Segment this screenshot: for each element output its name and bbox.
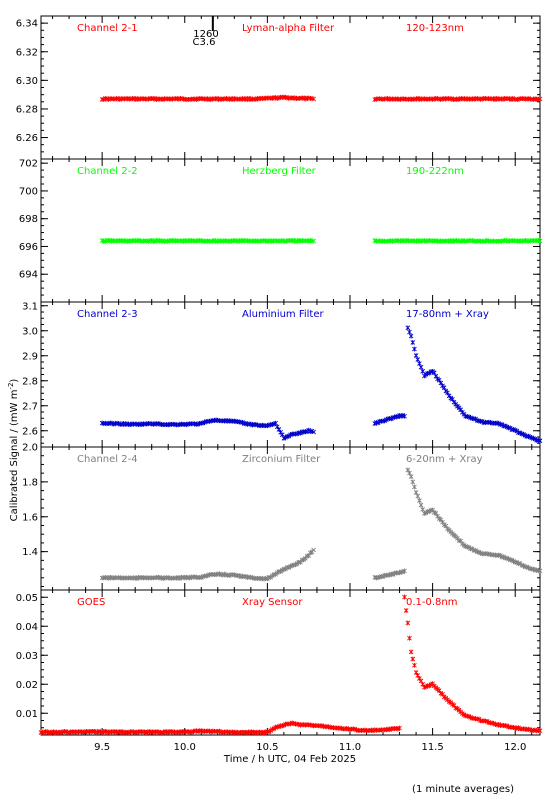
data-point	[402, 568, 407, 574]
data-point	[418, 364, 424, 370]
data-point	[410, 656, 416, 662]
x-tick-label: 10.0	[174, 742, 196, 753]
panel-4: 1.4 1.6 1.8 2.0 Channel 2-4 Zirconium Filter 6…	[22, 443, 543, 591]
data-point	[408, 333, 414, 339]
y-tick-label: 696	[19, 242, 38, 253]
data-point	[410, 479, 416, 485]
event-label-bottom: C3.6	[193, 37, 216, 48]
y-tick-label: 6.28	[16, 104, 38, 115]
data-point	[412, 662, 417, 668]
channel-name: Channel 2-4	[77, 454, 138, 465]
y-tick-label: 2.9	[22, 351, 38, 362]
data-point	[397, 725, 402, 731]
y-tick-label: 6.34	[16, 19, 38, 30]
y-tick-label: 2.7	[22, 401, 38, 412]
data-point	[311, 429, 316, 435]
y-axis-label-end: )	[9, 379, 20, 383]
y-tick-label: 2.8	[22, 376, 38, 387]
x-axis-label: Time / h UTC, 04 Feb 2025	[223, 754, 356, 765]
y-tick-label: 3.0	[22, 326, 38, 337]
y-tick-label: 0.01	[16, 709, 38, 720]
y-tick-label: 3.1	[22, 301, 38, 312]
data-point	[408, 474, 414, 480]
band-label: 0.1-0.8nm	[406, 597, 458, 608]
data-point	[311, 96, 316, 102]
y-tick-label: 2.0	[22, 443, 38, 454]
data-point	[537, 96, 543, 102]
y-axis-label: Calibrated Signal / (mW m-2)	[7, 379, 20, 522]
panel-3: 2.6 2.7 2.8 2.9 3.0 3.1 Channel 2-3 Aluminium F…	[22, 301, 543, 448]
filter-name: Lyman-alpha Filter	[242, 23, 335, 34]
data-point	[413, 353, 419, 358]
band-label: 17-80nm + Xray	[406, 309, 489, 320]
x-tick-label: 11.5	[421, 742, 443, 753]
data-point	[415, 357, 421, 362]
data-point	[537, 728, 543, 733]
data-point	[403, 608, 409, 613]
y-tick-label: 1.4	[22, 547, 38, 558]
data-point	[402, 594, 407, 600]
data-point	[407, 635, 412, 641]
data-point	[417, 498, 422, 503]
filter-name: Herzberg Filter	[242, 166, 317, 177]
y-tick-label: 6.32	[16, 47, 38, 58]
data-point	[537, 438, 543, 444]
band-label: 6-20nm + Xray	[406, 454, 483, 465]
panel-frame	[40, 301, 541, 448]
data-point	[408, 649, 414, 655]
data-point	[537, 568, 543, 574]
y-tick-label: 694	[19, 270, 38, 281]
data-point	[311, 547, 316, 553]
channel-name: Channel 2-3	[77, 309, 138, 320]
y-tick-label: 0.03	[16, 651, 38, 662]
data-point	[418, 502, 424, 508]
x-tick-label: 11.0	[339, 742, 361, 753]
band-label: 120-123nm	[406, 23, 464, 34]
y-tick-label: 6.30	[16, 76, 38, 87]
data-point	[412, 484, 417, 490]
channel-name: Channel 2-1	[77, 23, 138, 34]
y-tick-label: 698	[19, 214, 38, 225]
x-tick-label: 10.5	[256, 742, 278, 753]
data-point	[410, 340, 416, 345]
filter-name: Xray Sensor	[242, 597, 303, 608]
y-tick-label: 1.8	[22, 477, 38, 488]
x-tick-label: 12.0	[504, 742, 526, 753]
panel-frame	[40, 15, 541, 160]
data-point	[537, 238, 543, 244]
panel-5: 0.01 0.02 0.03 0.04 0.05 GOES Xray Sensor 0.1-0…	[16, 589, 543, 736]
data-point	[402, 413, 407, 419]
band-label: 190-222nm	[406, 166, 464, 177]
data-point	[405, 325, 411, 331]
filter-name: Aluminium Filter	[242, 309, 325, 320]
event-label-top: 1260	[193, 29, 218, 40]
data-point	[407, 329, 412, 335]
data-point	[405, 620, 411, 626]
y-tick-label: 0.05	[16, 593, 38, 604]
channel-name: GOES	[77, 597, 105, 608]
panel-1: 6.26 6.28 6.30 6.32 6.34 Channel 2-1 Lyman-alp…	[16, 15, 543, 160]
panel-frame	[40, 158, 541, 303]
panel-2: 694 696 698 700 702 Channel 2-2 Herzberg Filte…	[19, 158, 543, 303]
y-tick-label: 2.6	[22, 426, 38, 437]
y-axis-label-main: Calibrated Signal / (mW m	[9, 390, 20, 522]
data-point	[412, 346, 417, 352]
filter-name: Zirconium Filter	[242, 454, 321, 465]
y-tick-label: 1.6	[22, 512, 38, 523]
chart-panels: 6.26 6.28 6.30 6.32 6.34 Channel 2-1 Lyman-alp…	[16, 15, 543, 753]
data-point	[311, 238, 316, 244]
channel-name: Channel 2-2	[77, 166, 138, 177]
x-tick-label: 9.5	[94, 742, 110, 753]
y-tick-label: 6.26	[16, 133, 38, 144]
data-point	[415, 493, 421, 499]
y-tick-label: 0.02	[16, 680, 38, 691]
y-tick-label: 0.04	[16, 622, 38, 633]
y-tick-label: 700	[19, 186, 38, 197]
footnote: (1 minute averages)	[412, 784, 514, 795]
y-tick-label: 702	[19, 159, 38, 170]
y-axis-label-superscript: -2	[7, 383, 15, 390]
